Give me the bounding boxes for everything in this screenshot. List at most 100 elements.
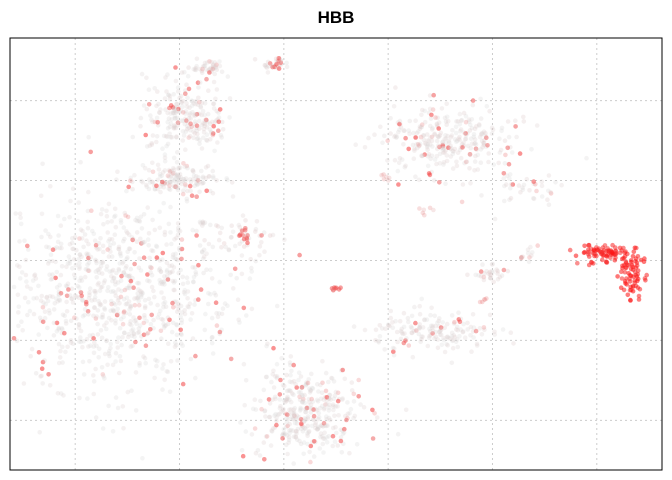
scatter-point xyxy=(382,347,388,352)
scatter-point xyxy=(62,313,67,319)
scatter-point xyxy=(199,249,205,255)
scatter-point xyxy=(429,138,435,144)
scatter-point xyxy=(407,131,412,136)
scatter-point xyxy=(495,271,500,276)
scatter-point xyxy=(446,335,451,341)
scatter-point xyxy=(194,182,200,188)
scatter-point xyxy=(126,273,132,279)
scatter-point xyxy=(315,426,320,432)
scatter-point xyxy=(444,101,450,107)
scatter-point xyxy=(36,350,42,355)
scatter-point xyxy=(160,281,165,287)
scatter-point xyxy=(613,248,619,254)
scatter-point xyxy=(111,309,117,314)
scatter-point xyxy=(126,299,132,304)
scatter-point xyxy=(225,177,230,183)
scatter-point xyxy=(154,243,159,249)
scatter-point xyxy=(117,251,123,257)
scatter-point xyxy=(252,397,258,403)
scatter-point xyxy=(441,145,447,151)
scatter-point xyxy=(25,312,30,318)
scatter-point xyxy=(613,245,618,250)
scatter-point xyxy=(504,173,510,178)
scatter-point xyxy=(489,131,495,136)
scatter-point xyxy=(315,416,321,422)
scatter-point xyxy=(48,234,53,240)
scatter-point xyxy=(175,123,180,128)
scatter-point xyxy=(293,434,299,439)
scatter-point xyxy=(187,177,193,182)
scatter-point xyxy=(308,410,314,415)
scatter-point xyxy=(396,160,402,166)
scatter-point xyxy=(193,112,198,117)
scatter-point xyxy=(93,257,98,263)
scatter-point xyxy=(110,429,116,434)
scatter-point xyxy=(161,184,167,190)
scatter-point xyxy=(194,180,199,186)
scatter-point xyxy=(185,123,190,129)
scatter-point xyxy=(122,210,128,216)
scatter-point xyxy=(274,303,280,309)
scatter-point xyxy=(167,263,172,269)
scatter-point xyxy=(139,291,144,296)
scatter-point xyxy=(152,119,158,125)
scatter-point xyxy=(514,134,519,140)
scatter-point xyxy=(191,169,196,174)
scatter-point xyxy=(132,334,137,340)
scatter-point xyxy=(534,123,540,128)
scatter-point xyxy=(78,335,83,340)
scatter-point xyxy=(487,275,493,281)
scatter-point xyxy=(123,272,128,278)
scatter-point xyxy=(87,359,92,364)
scatter-point xyxy=(506,134,512,140)
scatter-point xyxy=(411,328,417,334)
scatter-point xyxy=(442,325,448,331)
scatter-point xyxy=(417,206,422,211)
scatter-point xyxy=(80,228,85,234)
scatter-point xyxy=(444,114,450,120)
scatter-point xyxy=(143,304,148,309)
scatter-point xyxy=(180,191,186,197)
scatter-point xyxy=(54,320,60,326)
scatter-point xyxy=(16,323,21,329)
scatter-point xyxy=(172,178,177,183)
scatter-point xyxy=(282,383,287,389)
scatter-point xyxy=(294,417,299,423)
scatter-point xyxy=(508,195,514,201)
scatter-point xyxy=(217,279,222,285)
scatter-point xyxy=(86,268,91,274)
scatter-point xyxy=(305,441,310,447)
scatter-point xyxy=(85,225,91,231)
scatter-point xyxy=(138,123,143,129)
scatter-point xyxy=(390,320,395,325)
scatter-point xyxy=(45,325,50,331)
scatter-point xyxy=(288,362,293,368)
scatter-point xyxy=(463,131,468,136)
scatter-point xyxy=(232,243,238,249)
scatter-point xyxy=(213,65,219,70)
scatter-point xyxy=(174,101,179,107)
scatter-point xyxy=(340,367,346,373)
scatter-point xyxy=(421,133,426,138)
scatter-point xyxy=(467,152,473,157)
scatter-point xyxy=(430,328,436,333)
scatter-point xyxy=(305,416,311,421)
scatter-point xyxy=(618,250,623,256)
scatter-point xyxy=(386,323,391,328)
scatter-point xyxy=(318,434,323,440)
scatter-point xyxy=(405,315,411,321)
scatter-point xyxy=(361,405,367,410)
scatter-point xyxy=(180,104,185,109)
scatter-point xyxy=(386,178,391,183)
scatter-point xyxy=(93,290,98,296)
scatter-point xyxy=(77,285,82,290)
scatter-point xyxy=(70,266,75,271)
scatter-point xyxy=(281,426,287,432)
scatter-point xyxy=(463,113,469,119)
scatter-point xyxy=(322,430,327,436)
scatter-point xyxy=(213,64,218,69)
scatter-point xyxy=(252,57,258,62)
scatter-point xyxy=(24,284,30,289)
scatter-point xyxy=(449,330,455,336)
scatter-point xyxy=(92,297,97,303)
